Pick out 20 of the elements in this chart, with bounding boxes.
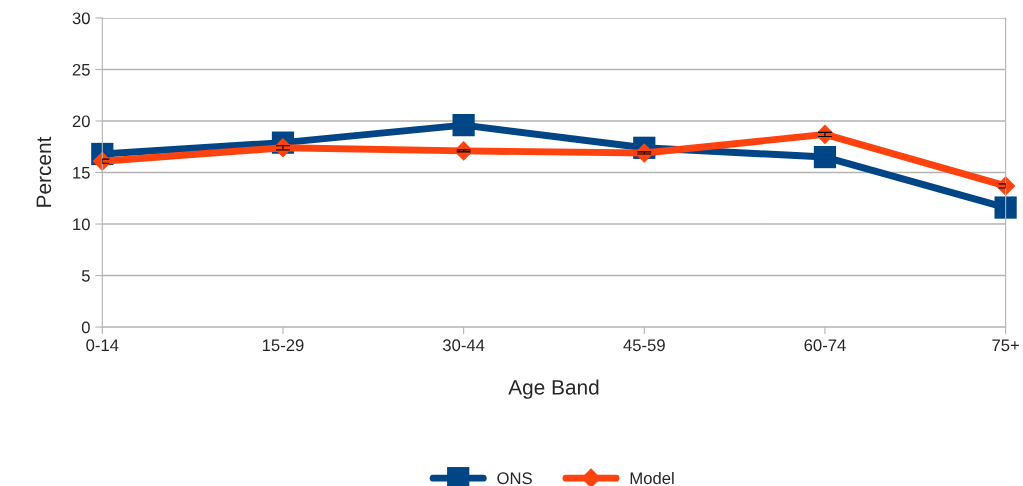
y-tick-label: 25	[72, 63, 90, 76]
point	[452, 114, 475, 137]
y-tick-label: 10	[73, 218, 90, 231]
y-tick-label: 20	[72, 115, 90, 128]
point	[813, 145, 837, 169]
x-tick-label: 0-14	[86, 339, 119, 352]
y-tick-label: 0	[81, 321, 90, 334]
x-tick-label: 75+	[992, 339, 1019, 352]
y-tick-label: 15	[73, 167, 90, 179]
point	[994, 196, 1017, 219]
y-tick-label: 5	[81, 270, 90, 282]
legend-label: ONS	[497, 472, 532, 485]
x-axis-title: Age Band	[508, 379, 599, 399]
x-tick-label: 15-29	[262, 339, 304, 352]
legend-label: Model	[630, 471, 674, 485]
y-axis-title: Percent	[36, 136, 52, 207]
x-tick-label: 60-74	[804, 339, 846, 352]
x-tick-label: 45-59	[623, 339, 665, 352]
y-tick-label: 30	[72, 12, 90, 25]
x-tick-label: 30-44	[442, 339, 485, 352]
